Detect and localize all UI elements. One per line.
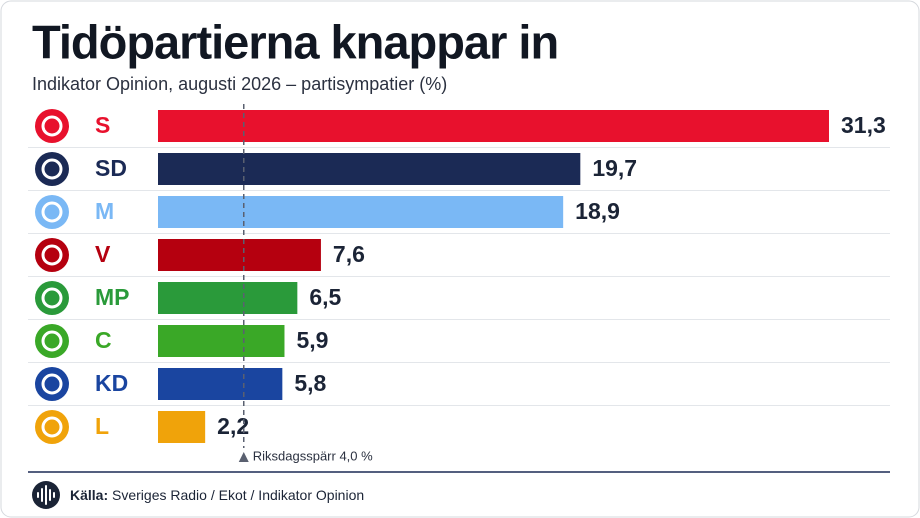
category-label: M bbox=[95, 198, 114, 224]
category-label: C bbox=[95, 327, 112, 353]
category-label: S bbox=[95, 112, 110, 138]
party-icon-inner bbox=[41, 115, 63, 137]
chart-subtitle: Indikator Opinion, augusti 2026 – partis… bbox=[32, 74, 447, 94]
party-icon bbox=[35, 195, 69, 229]
bar bbox=[158, 153, 581, 185]
bar bbox=[158, 239, 321, 271]
source-icon bbox=[32, 481, 60, 509]
category-label: MP bbox=[95, 284, 130, 310]
bar bbox=[158, 110, 829, 142]
bar bbox=[158, 282, 298, 314]
party-icon-inner bbox=[41, 416, 63, 438]
value-label: 31,3 bbox=[841, 112, 886, 138]
category-label: L bbox=[95, 413, 109, 439]
value-label: 18,9 bbox=[575, 198, 620, 224]
category-label: V bbox=[95, 241, 111, 267]
party-icon bbox=[35, 238, 69, 272]
value-label: 5,8 bbox=[294, 370, 326, 396]
party-icon-inner bbox=[41, 158, 63, 180]
party-icon-inner bbox=[41, 330, 63, 352]
bar bbox=[158, 325, 285, 357]
source-label: Källa: bbox=[70, 487, 108, 503]
party-icon bbox=[35, 367, 69, 401]
bar bbox=[158, 196, 564, 228]
category-label: KD bbox=[95, 370, 128, 396]
party-icon-inner bbox=[41, 373, 63, 395]
party-icon-inner bbox=[41, 287, 63, 309]
bar bbox=[158, 411, 206, 443]
threshold-marker bbox=[238, 452, 249, 462]
value-label: 5,9 bbox=[296, 327, 328, 353]
value-label: 6,5 bbox=[309, 284, 341, 310]
party-icon bbox=[35, 152, 69, 186]
source-text: Sveriges Radio / Ekot / Indikator Opinio… bbox=[112, 487, 364, 503]
party-icon-inner bbox=[41, 244, 63, 266]
value-label: 7,6 bbox=[333, 241, 365, 267]
party-icon bbox=[35, 281, 69, 315]
party-icon bbox=[35, 324, 69, 358]
value-label: 19,7 bbox=[592, 155, 637, 181]
value-label: 2,2 bbox=[217, 413, 249, 439]
bar bbox=[158, 368, 283, 400]
party-icon bbox=[35, 410, 69, 444]
source: Källa: Sveriges Radio / Ekot / Indikator… bbox=[70, 487, 364, 503]
category-label: SD bbox=[95, 155, 127, 181]
threshold-label: Riksdagsspärr 4,0 % bbox=[253, 448, 373, 463]
party-icon bbox=[35, 109, 69, 143]
party-icon-inner bbox=[41, 201, 63, 223]
chart-title: Tidöpartierna knappar in bbox=[32, 15, 558, 68]
